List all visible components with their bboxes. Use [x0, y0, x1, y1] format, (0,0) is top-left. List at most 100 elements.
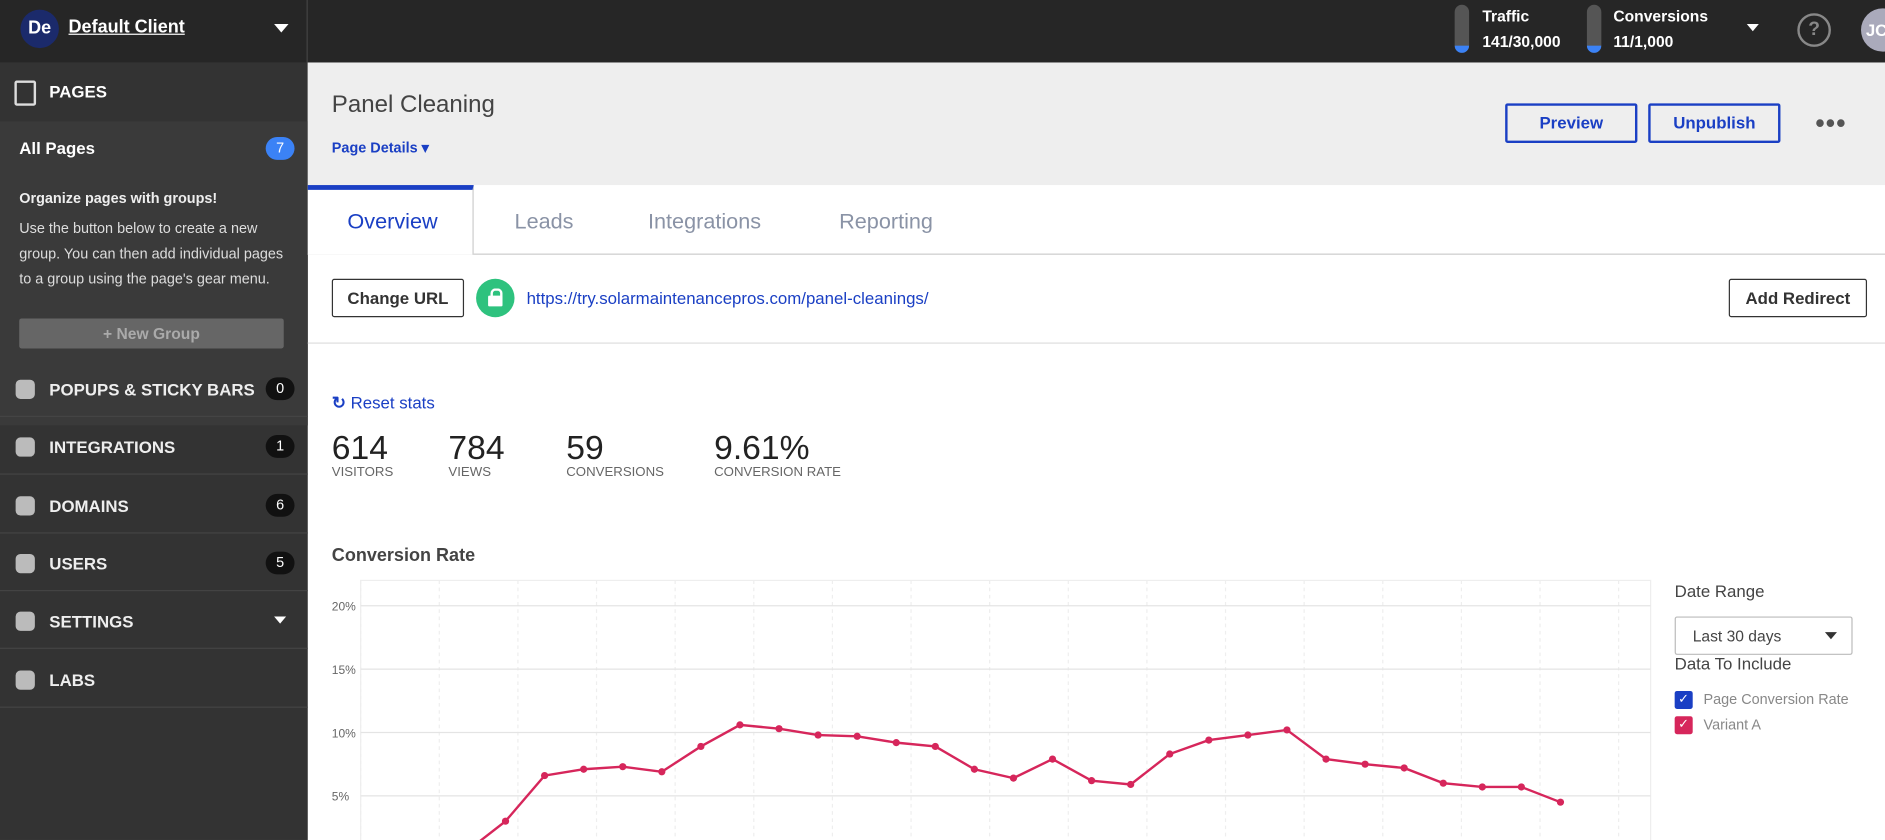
stat-value: 784: [448, 429, 505, 467]
page-details[interactable]: Page Details ▾: [331, 139, 429, 157]
point: [892, 739, 900, 747]
point: [580, 765, 588, 773]
traffic-value: 141/30,000: [1482, 32, 1561, 51]
nav-label[interactable]: USERS: [49, 553, 108, 574]
point: [1205, 736, 1213, 744]
count-badge: 0: [265, 377, 295, 401]
nav-icon: [15, 437, 35, 458]
nav-icon: [15, 611, 35, 632]
point: [814, 731, 822, 739]
y-tick-label: 20%: [332, 600, 356, 614]
active-tab: [307, 185, 474, 255]
top-bar: De Default Client Traffic 141/30,000 Con…: [0, 0, 1885, 63]
client-name[interactable]: Default Client: [68, 16, 185, 38]
data-include-label: Data To Include: [1674, 653, 1792, 673]
tab[interactable]: Reporting: [839, 209, 933, 234]
point: [1009, 774, 1018, 782]
pages-heading[interactable]: PAGES: [49, 81, 107, 101]
date-range-select[interactable]: Last 30 days: [1674, 616, 1853, 655]
point: [1048, 755, 1057, 763]
divider: [307, 342, 1885, 344]
nav-icon: [15, 669, 35, 690]
page-header: Panel Cleaning Page Details ▾ Preview Un…: [307, 62, 1885, 186]
count-badge: 7: [265, 136, 295, 160]
point: [970, 765, 978, 773]
add-redirect-button[interactable]: Add Redirect: [1728, 278, 1868, 318]
page-url[interactable]: https://try.solarmaintenancepros.com/pan…: [526, 288, 929, 308]
page-title: Panel Cleaning: [331, 91, 495, 118]
point: [1361, 760, 1369, 768]
caret[interactable]: [1746, 24, 1759, 37]
reset-stats-label[interactable]: Reset stats: [350, 392, 435, 413]
nav-label[interactable]: POPUPS & STICKY BARS: [49, 379, 255, 399]
nav-label[interactable]: SETTINGS: [49, 611, 134, 632]
plot-area: [360, 579, 1652, 840]
tab[interactable]: Integrations: [647, 209, 762, 234]
point: [697, 742, 705, 751]
tab-border: [307, 253, 1885, 255]
unpublish-button[interactable]: Unpublish: [1648, 103, 1781, 144]
nav-separator: [0, 647, 308, 650]
new-group-button[interactable]: + New Group: [19, 318, 284, 349]
nav-separator: [0, 705, 308, 708]
y-tick-label: 5%: [332, 790, 350, 804]
nav-label[interactable]: LABS: [49, 669, 96, 690]
conversions-label: Conversions: [1613, 7, 1709, 26]
conversions-value: 11/1,000: [1613, 32, 1674, 51]
user-avatar[interactable]: JC: [1861, 8, 1885, 52]
nav-separator: [0, 473, 308, 476]
sidebar: PAGES All Pages 7 Organize pages with gr…: [0, 62, 308, 840]
date-range-value[interactable]: Last 30 days: [1692, 627, 1782, 646]
nav-icon: [15, 495, 35, 516]
group-title: Organize pages with groups!: [19, 189, 218, 207]
point: [1166, 750, 1174, 758]
point: [1556, 798, 1565, 806]
legend-label[interactable]: Variant A: [1703, 716, 1761, 734]
caret[interactable]: [274, 24, 289, 40]
point: [736, 721, 744, 729]
traffic-meter: [1454, 4, 1470, 53]
pages-icon: [14, 80, 37, 106]
legend-checkbox[interactable]: ✓: [1674, 716, 1693, 735]
nav-label[interactable]: DOMAINS: [49, 495, 129, 516]
all-pages[interactable]: All Pages: [19, 138, 96, 158]
y-tick-label: 10%: [332, 726, 356, 740]
stat-value: 9.61%: [714, 429, 810, 467]
stat-value: 59: [566, 429, 604, 467]
point: [931, 742, 939, 751]
caret[interactable]: [274, 616, 287, 630]
page-conversion-rate-option[interactable]: Page Conversion Rate: [1703, 690, 1849, 708]
group-text: Use the button below to create a new gro…: [19, 219, 284, 288]
nav-separator: [0, 415, 308, 417]
more-menu[interactable]: •••: [1815, 108, 1847, 139]
nav-label[interactable]: INTEGRATIONS: [49, 437, 176, 458]
reset-stats[interactable]: ↻ Reset stats: [331, 392, 435, 413]
tab[interactable]: Overview: [347, 209, 438, 234]
point: [1517, 783, 1525, 791]
stat-label: VIEWS: [448, 465, 492, 480]
client-avatar[interactable]: De: [20, 9, 59, 49]
point: [1322, 755, 1330, 763]
stat-label: CONVERSIONS: [566, 465, 664, 480]
nav-icon: [15, 553, 35, 574]
point: [1400, 764, 1408, 772]
chart: 5% 10% 15% 20%: [332, 579, 1652, 840]
page-details-label[interactable]: Page Details: [331, 139, 418, 157]
help-button[interactable]: ?: [1797, 13, 1831, 47]
change-url-button[interactable]: Change URL: [331, 278, 465, 318]
nav-separator: [0, 531, 308, 534]
point: [658, 768, 666, 776]
point: [1087, 777, 1096, 785]
point: [1244, 731, 1252, 739]
conversions-meter: [1586, 4, 1602, 53]
checkbox[interactable]: ✓: [1674, 690, 1693, 710]
divider: [306, 0, 308, 63]
stat-label: CONVERSION RATE: [714, 465, 841, 480]
preview-button[interactable]: Preview: [1505, 103, 1638, 144]
lock-icon: [476, 278, 515, 318]
point: [1478, 783, 1486, 791]
tab[interactable]: Leads: [514, 209, 574, 234]
stat-label: VISITORS: [331, 465, 394, 480]
